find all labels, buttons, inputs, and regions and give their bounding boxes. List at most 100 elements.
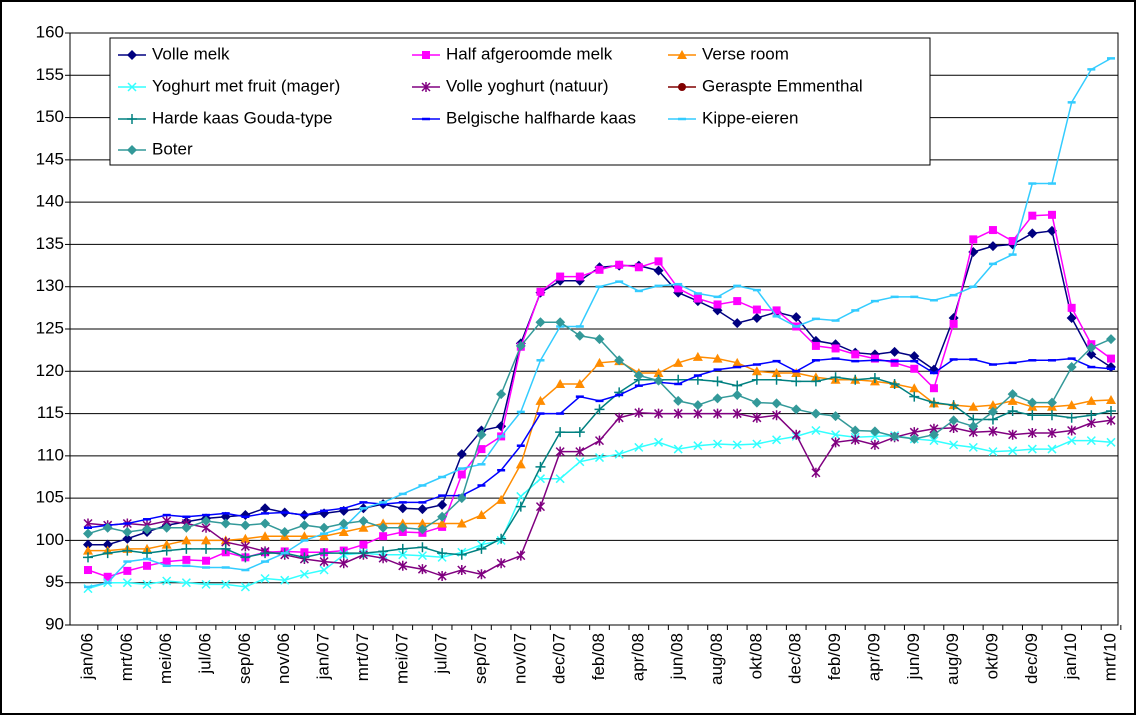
marker: [575, 457, 585, 467]
marker: [122, 545, 133, 556]
marker: [1007, 395, 1018, 405]
marker: [123, 566, 132, 575]
marker: [397, 503, 408, 514]
marker: [535, 474, 546, 484]
marker: [202, 556, 211, 565]
marker: [614, 355, 625, 366]
marker: [732, 357, 743, 367]
marker: [417, 518, 428, 528]
marker: [1047, 428, 1057, 439]
marker: [791, 429, 801, 440]
marker: [1107, 354, 1115, 363]
marker: [477, 445, 486, 454]
marker: [555, 446, 565, 457]
marker: [102, 539, 113, 550]
y-tick-label: 120: [36, 361, 64, 380]
marker: [476, 543, 487, 554]
marker: [83, 552, 93, 563]
marker: [417, 551, 427, 561]
marker: [870, 431, 880, 441]
marker: [437, 570, 447, 581]
marker: [948, 400, 959, 411]
marker: [692, 400, 703, 411]
marker: [928, 429, 939, 440]
marker: [417, 542, 428, 553]
marker: [456, 518, 467, 528]
y-tick-label: 155: [36, 65, 64, 84]
series-lines: [83, 57, 1116, 594]
marker: [987, 241, 998, 252]
marker: [127, 82, 137, 92]
x-tick-label: mei/06: [156, 633, 175, 684]
marker: [1027, 228, 1038, 239]
marker: [240, 582, 250, 592]
marker: [417, 504, 428, 515]
legend-label: Belgische halfharde kaas: [446, 108, 636, 127]
marker: [713, 300, 722, 309]
marker: [713, 408, 723, 419]
marker: [752, 439, 762, 449]
x-tick-label: sep/07: [471, 633, 490, 684]
y-tick-label: 100: [36, 530, 64, 549]
marker: [771, 374, 782, 385]
marker: [162, 576, 172, 586]
marker: [417, 524, 428, 535]
marker: [555, 378, 566, 388]
marker: [674, 284, 683, 293]
marker: [791, 376, 802, 387]
marker: [732, 440, 742, 450]
marker: [614, 412, 624, 423]
marker: [421, 82, 431, 92]
marker: [752, 412, 762, 423]
marker: [949, 440, 959, 450]
marker: [910, 364, 919, 373]
marker: [319, 522, 330, 533]
marker: [181, 535, 192, 545]
marker: [929, 384, 938, 393]
marker: [535, 501, 546, 512]
marker: [378, 522, 389, 533]
marker: [772, 410, 782, 421]
marker: [1028, 211, 1037, 220]
marker: [162, 557, 171, 566]
marker: [830, 372, 841, 383]
y-tick-label: 135: [36, 234, 64, 253]
marker: [1067, 436, 1077, 446]
marker: [280, 575, 290, 585]
marker: [181, 543, 192, 554]
marker: [279, 526, 290, 537]
marker: [339, 558, 349, 569]
marker: [1027, 444, 1037, 454]
marker: [732, 408, 742, 419]
marker: [574, 427, 585, 438]
marker: [693, 408, 703, 419]
marker: [810, 376, 821, 387]
legend-label: Volle yoghurt (natuur): [446, 76, 609, 95]
x-tick-label: jun/08: [668, 633, 687, 680]
marker: [575, 272, 584, 281]
marker: [771, 367, 782, 377]
marker: [987, 406, 998, 417]
marker: [201, 543, 212, 554]
marker: [437, 548, 448, 559]
marker: [299, 520, 310, 531]
marker: [102, 548, 113, 559]
marker: [535, 461, 546, 472]
marker: [653, 265, 664, 276]
marker: [574, 378, 585, 388]
marker: [870, 439, 880, 450]
x-tick-label: apr/08: [628, 633, 647, 681]
marker: [535, 395, 546, 405]
marker: [397, 543, 408, 554]
marker: [201, 579, 211, 589]
marker: [614, 449, 624, 459]
marker: [516, 550, 526, 561]
marker: [515, 340, 526, 351]
x-tick-label: dec/07: [550, 633, 569, 684]
marker: [220, 518, 231, 529]
marker: [456, 449, 467, 460]
marker: [358, 522, 369, 532]
marker: [319, 556, 329, 567]
marker: [240, 533, 251, 543]
x-tick-label: feb/09: [825, 633, 844, 680]
